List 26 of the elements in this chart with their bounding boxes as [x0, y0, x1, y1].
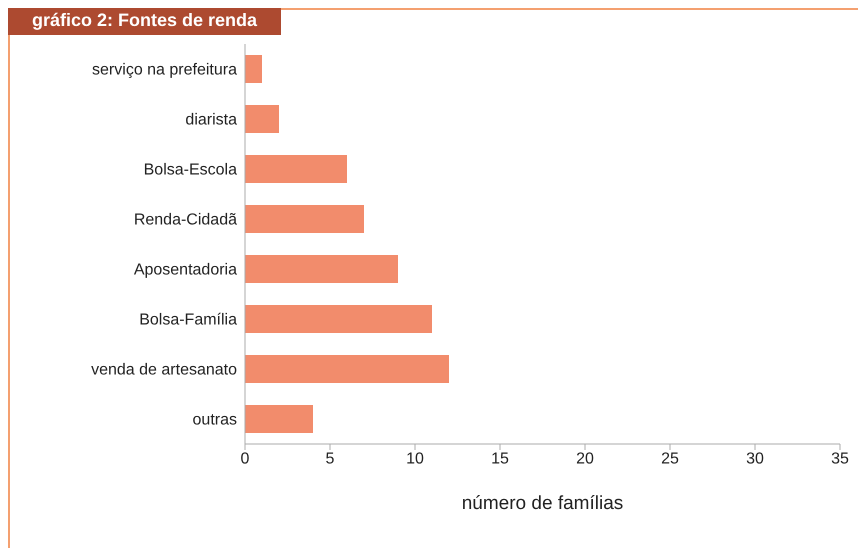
- bar: [245, 105, 279, 133]
- y-tick-label: serviço na prefeitura: [92, 62, 238, 79]
- x-tick-label: 20: [576, 450, 594, 468]
- x-tick-label: 15: [491, 450, 509, 468]
- bar: [245, 355, 449, 383]
- x-tick-label: 5: [326, 450, 335, 468]
- bar: [245, 205, 364, 233]
- y-tick-label: outras: [192, 412, 237, 429]
- bar: [245, 155, 347, 183]
- y-tick-label: venda de artesanato: [91, 362, 238, 379]
- bar: [245, 255, 398, 283]
- x-tick-label: 30: [746, 450, 764, 468]
- y-tick-label: Bolsa-Família: [139, 312, 238, 329]
- bar: [245, 305, 432, 333]
- bar: [245, 405, 313, 433]
- x-axis-title: número de famílias: [462, 493, 624, 514]
- bar: [245, 55, 262, 83]
- y-tick-label: Renda-Cidadã: [134, 212, 238, 229]
- x-tick-label: 0: [240, 450, 250, 468]
- x-tick-label: 25: [661, 450, 679, 468]
- x-tick-label: 10: [406, 450, 424, 468]
- x-tick-label: 35: [831, 450, 849, 468]
- y-tick-label: diarista: [185, 112, 238, 129]
- y-tick-label: Aposentadoria: [134, 262, 238, 279]
- chart-title: gráfico 2: Fontes de renda: [8, 8, 282, 35]
- y-tick-label: Bolsa-Escola: [144, 162, 238, 179]
